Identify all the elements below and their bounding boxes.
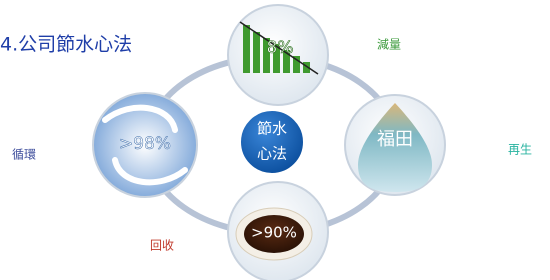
- node-label: 循環: [12, 148, 36, 162]
- node: >90%: [228, 182, 328, 280]
- node-label: 回收: [150, 239, 174, 253]
- diagram: 4.公司節水心法 節水 心法 8% 減量 福田 再生 >90% 回收 >98% …: [0, 0, 550, 280]
- node: 福田: [345, 95, 445, 195]
- node-text: >90%: [251, 224, 297, 242]
- title: 4.公司節水心法: [0, 34, 132, 56]
- node: 8%: [228, 5, 328, 105]
- node-text: >98%: [119, 134, 171, 154]
- page: 4.公司節水心法 節水 心法 8% 減量 福田 再生 >90% 回收 >98% …: [0, 0, 550, 280]
- node-text: 8%: [267, 38, 294, 58]
- node-text: 福田: [377, 129, 413, 150]
- node: >98%: [93, 93, 197, 197]
- node-label: 減量: [377, 37, 401, 52]
- center-text: 心法: [257, 145, 287, 163]
- center-text: 節水: [257, 120, 287, 138]
- node-label: 再生: [508, 143, 532, 157]
